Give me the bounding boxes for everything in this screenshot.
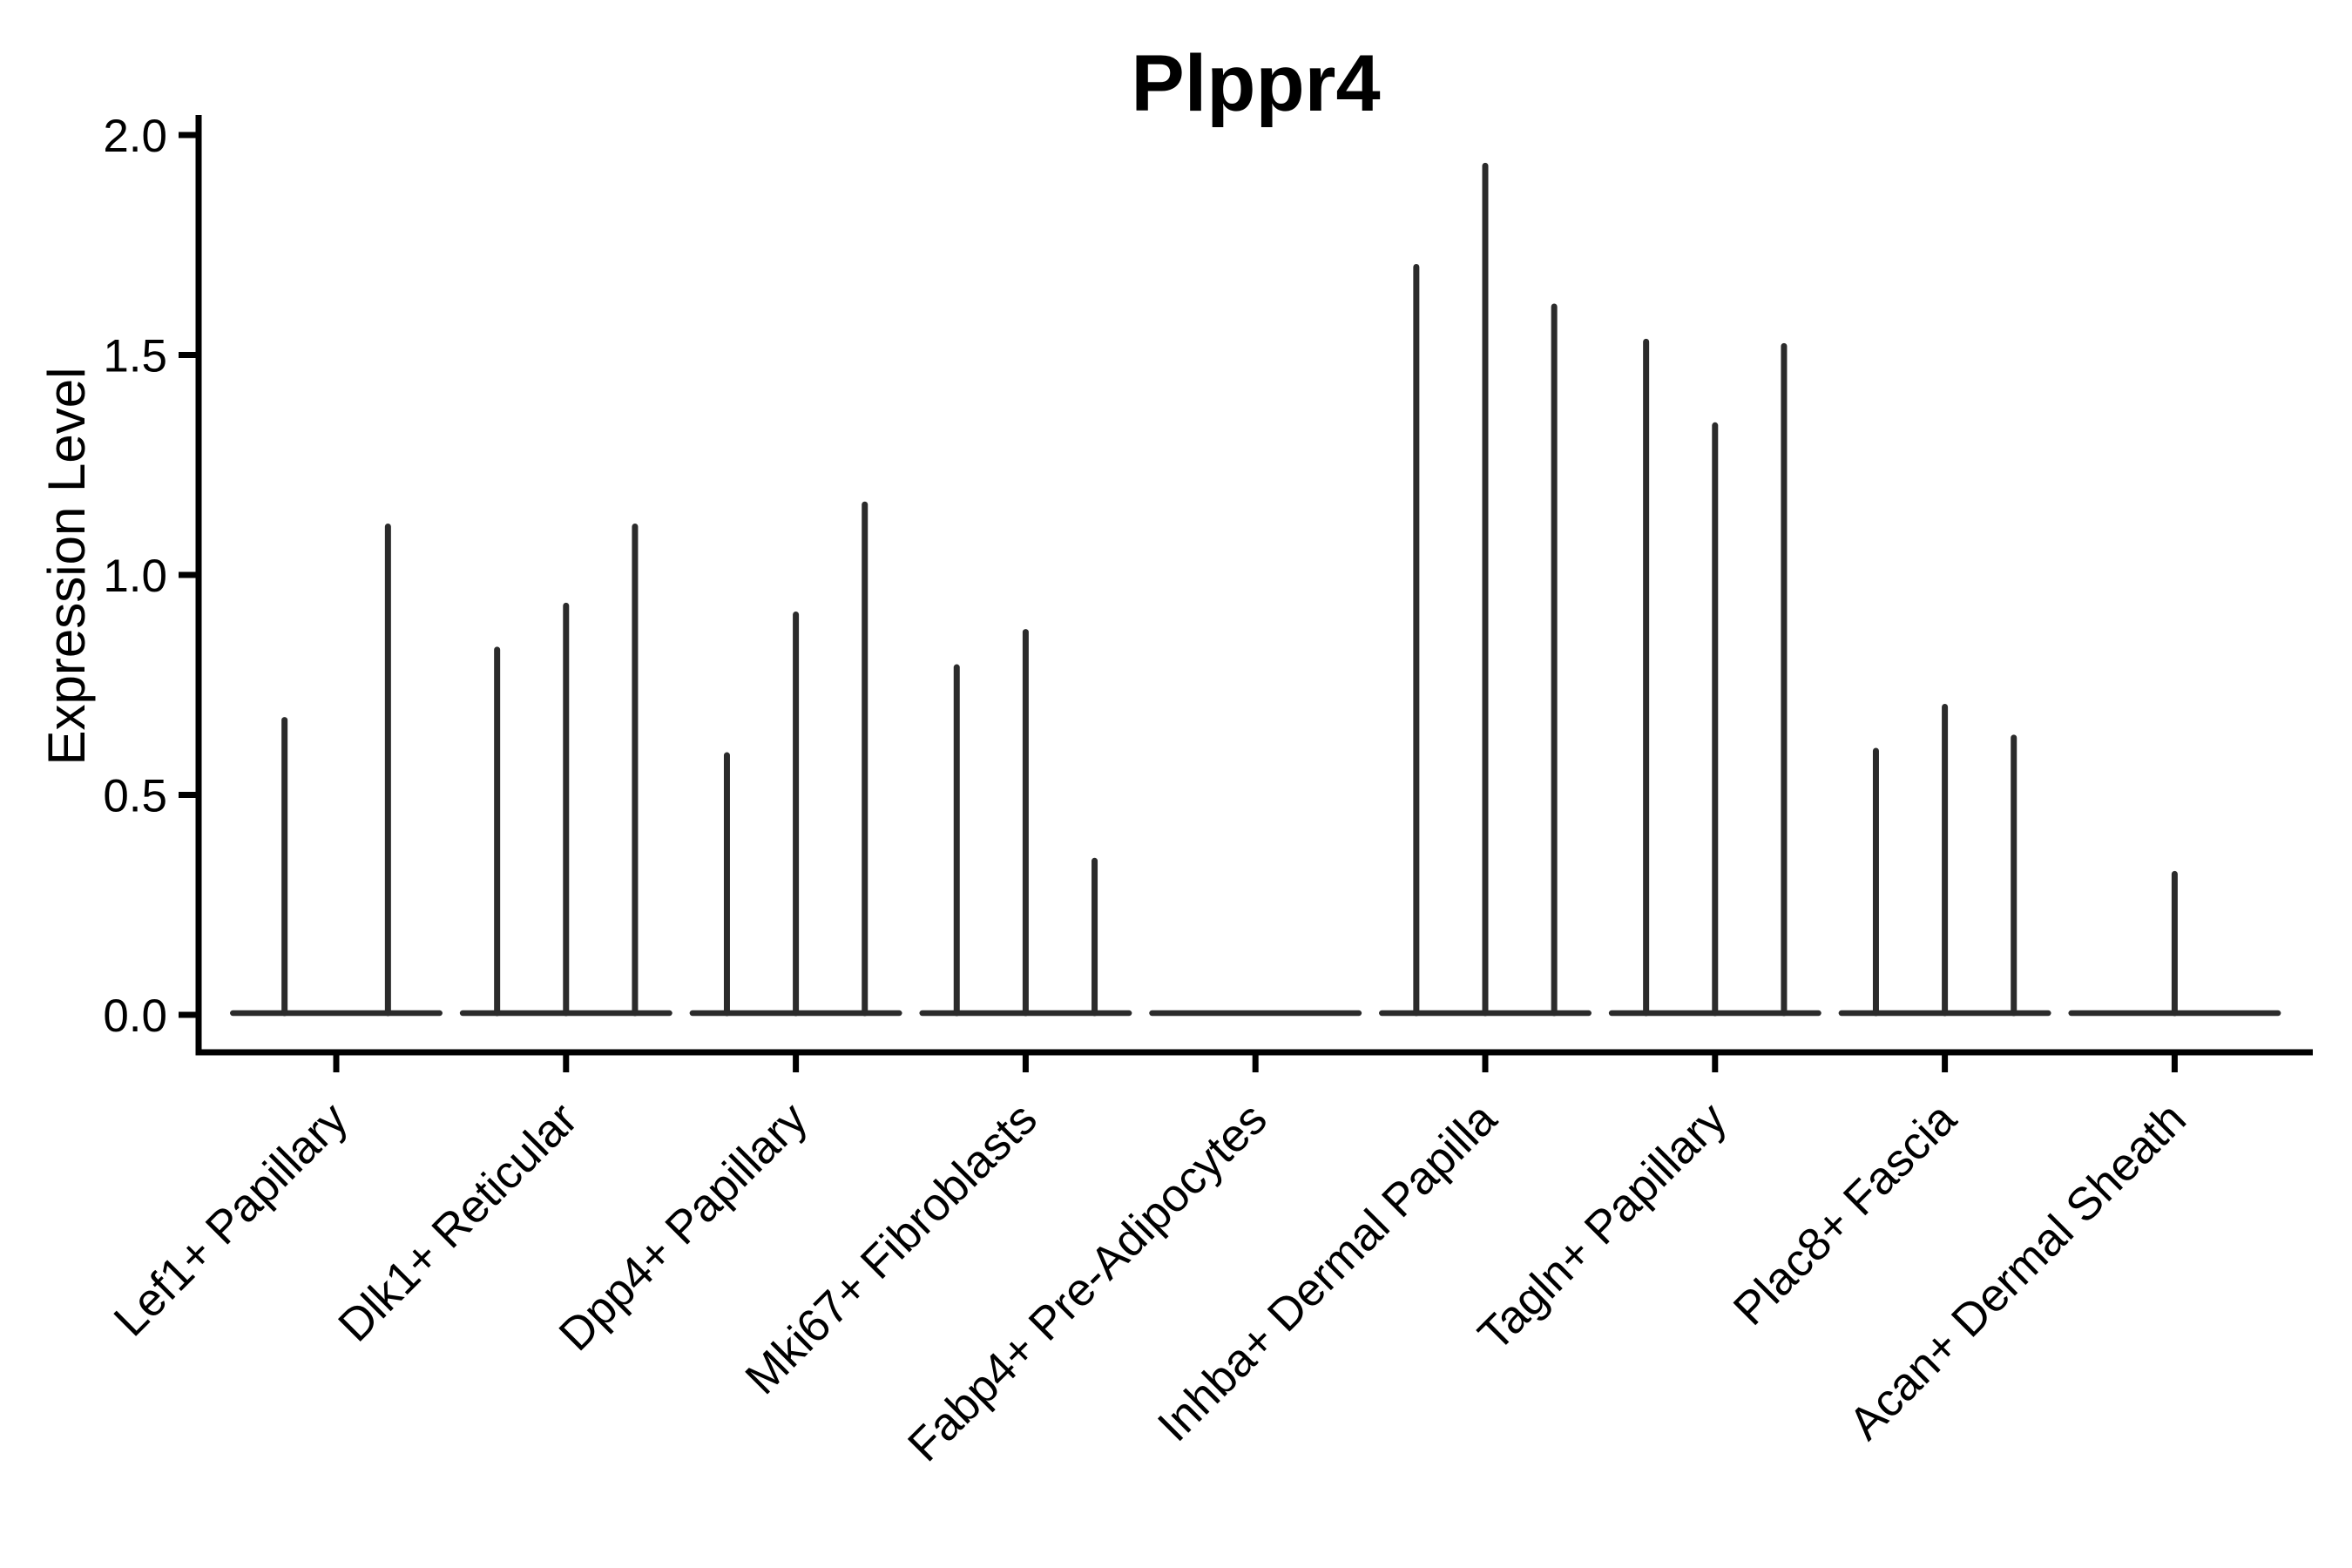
violin-group: Dpp4+ Papillary bbox=[550, 501, 902, 1361]
violin-group: Dlk1+ Reticular bbox=[328, 523, 672, 1352]
y-tick-label: 1.0 bbox=[103, 551, 167, 602]
violin-group: Tagln+ Papillary bbox=[1469, 338, 1821, 1361]
y-tick-label: 2.0 bbox=[103, 111, 167, 162]
category-label: Dpp4+ Papillary bbox=[550, 1092, 818, 1361]
violin-group: Fabp4+ Pre-Adipocytes bbox=[898, 1010, 1362, 1471]
category-label: Plac8+ Fascia bbox=[1724, 1092, 1967, 1335]
category-label: Lef1+ Papillary bbox=[105, 1092, 358, 1346]
y-tick-label: 1.5 bbox=[103, 331, 167, 382]
violin-group: Inhba+ Dermal Papilla bbox=[1148, 162, 1592, 1451]
category-label: Tagln+ Papillary bbox=[1469, 1092, 1737, 1361]
violin-group: Plac8+ Fascia bbox=[1724, 704, 2051, 1335]
y-tick-label: 0.5 bbox=[103, 771, 167, 822]
y-tick-label: 0.0 bbox=[103, 990, 167, 1042]
chart-title: Plppr4 bbox=[1131, 39, 1381, 128]
category-label: Dlk1+ Reticular bbox=[328, 1093, 587, 1352]
violin-group: Lef1+ Papillary bbox=[105, 523, 443, 1346]
